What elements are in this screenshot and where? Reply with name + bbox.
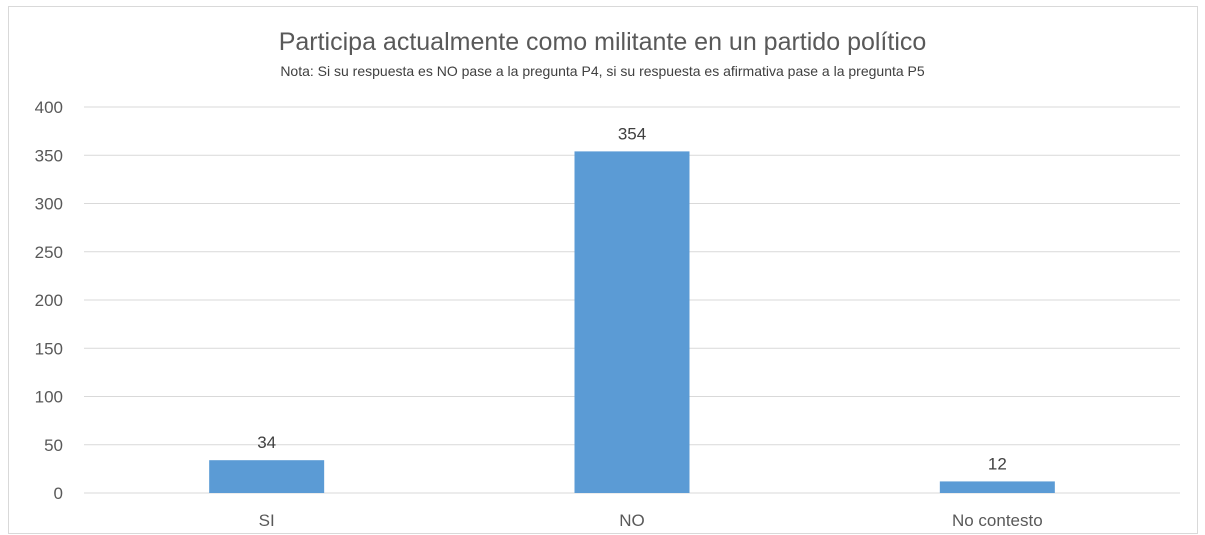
bar (209, 460, 325, 493)
y-tick-label: 0 (54, 484, 63, 503)
data-label: 34 (257, 433, 276, 452)
y-tick-label: 250 (35, 243, 63, 262)
y-tick-label: 400 (35, 98, 63, 117)
y-tick-label: 350 (35, 146, 63, 165)
y-tick-label: 100 (35, 388, 63, 407)
x-category-label: NO (619, 511, 645, 530)
y-tick-label: 200 (35, 291, 63, 310)
chart-title: Participa actualmente como militante en … (278, 28, 927, 56)
data-label: 354 (618, 124, 646, 143)
bar (939, 481, 1055, 493)
data-label: 12 (988, 454, 1007, 473)
y-tick-label: 300 (35, 195, 63, 214)
y-tick-label: 50 (44, 436, 63, 455)
y-tick-label: 150 (35, 339, 63, 358)
chart-subtitle: Nota: Si su respuesta es NO pase a la pr… (280, 63, 925, 79)
bar (574, 151, 690, 493)
x-category-label: SI (259, 511, 275, 530)
x-category-label: No contesto (952, 511, 1043, 530)
